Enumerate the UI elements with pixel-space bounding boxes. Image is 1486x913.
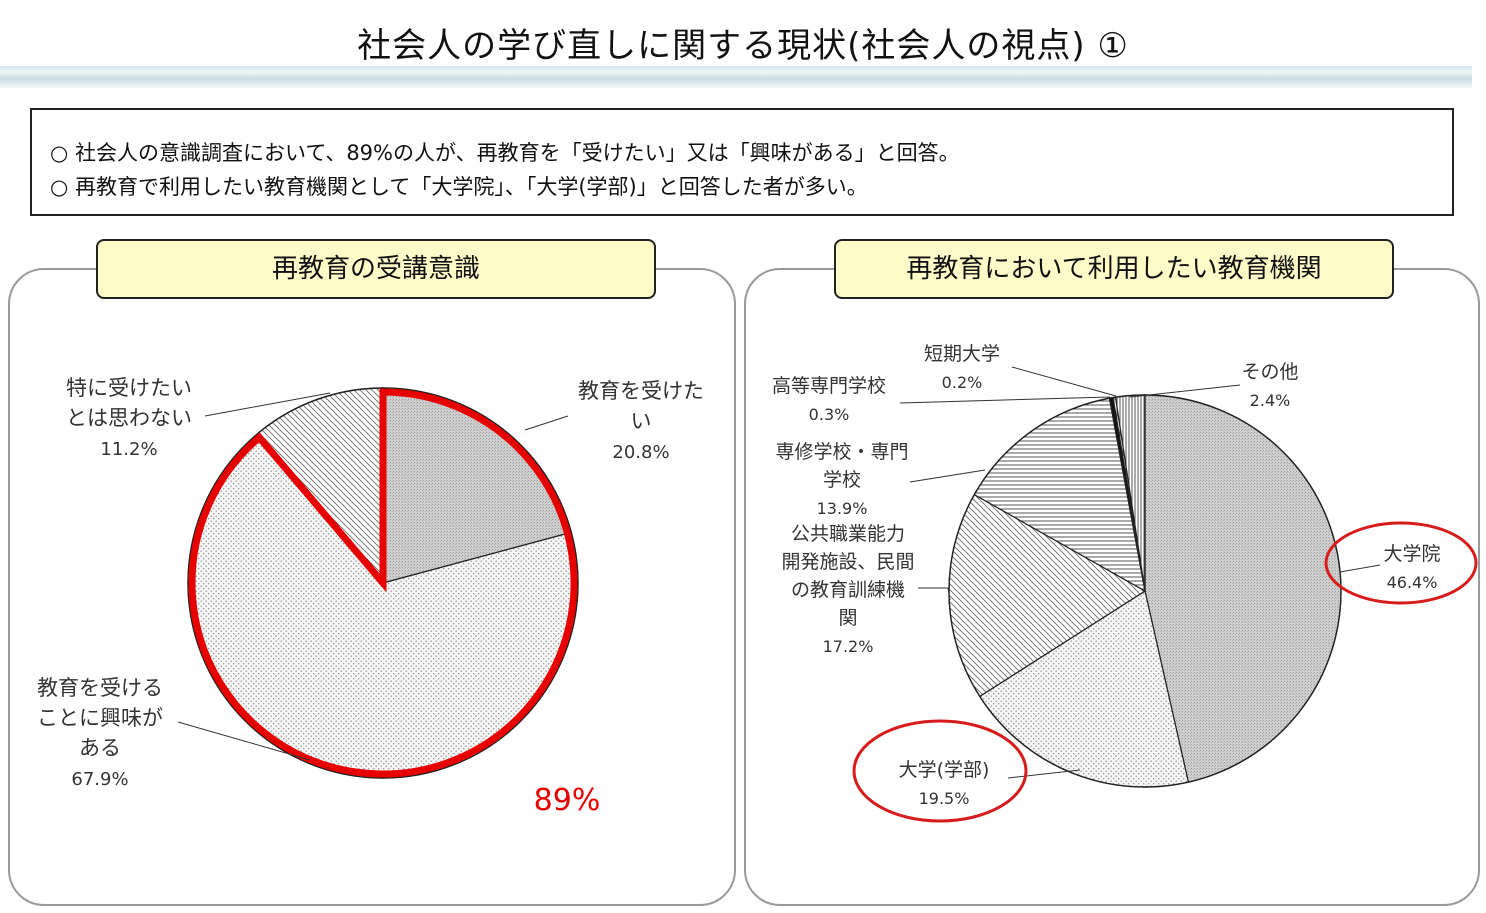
highlight-ellipse-graduate-school [1324, 521, 1478, 605]
slice-label-right-0: 大学院 46.4% [1383, 543, 1440, 592]
slice-label-right-2: 公共職業能力開発施設、民間の教育訓練機関 17.2% [781, 523, 914, 656]
summary-line-1: ○ 社会人の意識調査において、89%の人が、再教育を「受けたい」又は「興味がある… [50, 141, 960, 165]
left-pie-outline [187, 387, 579, 779]
slice-label-right-3: 専修学校・専門学校 13.9% [775, 441, 908, 518]
highlight-outline [188, 388, 578, 778]
summary-box: ○ 社会人の意識調査において、89%の人が、再教育を「受けたい」又は「興味がある… [30, 108, 1454, 216]
leader-line-left-0 [524, 415, 569, 431]
right-panel-label: 再教育において利用したい教育機関 [834, 239, 1394, 299]
leader-line-right-4 [899, 396, 1111, 404]
highlight-ellipse-undergraduate [852, 719, 1028, 823]
leader-line-right-2 [918, 587, 951, 601]
left-panel-label: 再教育の受講意識 [96, 239, 656, 299]
leader-line-right-1 [1007, 769, 1081, 779]
leader-line-right-3 [909, 469, 986, 483]
slice-label-left-2: 特に受けたいとは思わない 11.2% [66, 376, 192, 460]
summary-line-2: ○ 再教育で利用したい教育機関として「大学院」、「大学(学部)」と回答した者が多… [50, 175, 868, 199]
slice-label-right-6: その他 2.4% [1241, 361, 1298, 410]
slice-label-right-4: 高等専門学校 0.3% [772, 375, 886, 424]
leader-line-right-6 [1129, 384, 1241, 398]
highlight-value-89: 89% [534, 783, 601, 818]
title-divider [0, 66, 1472, 88]
leader-line-right-0 [1339, 564, 1381, 573]
slice-label-right-1: 大学(学部) 19.5% [899, 759, 990, 808]
slice-label-left-1: 教育を受けることに興味がある 67.9% [37, 676, 163, 790]
page-title: 社会人の学び直しに関する現状(社会人の視点) ① [357, 26, 1129, 66]
leader-line-right-5 [1011, 366, 1117, 397]
slice-label-right-5: 短期大学 0.2% [924, 343, 1000, 392]
leader-line-left-1 [177, 721, 311, 761]
slice-label-left-0: 教育を受けたい 20.8% [578, 379, 704, 463]
leader-line-left-2 [204, 392, 331, 417]
